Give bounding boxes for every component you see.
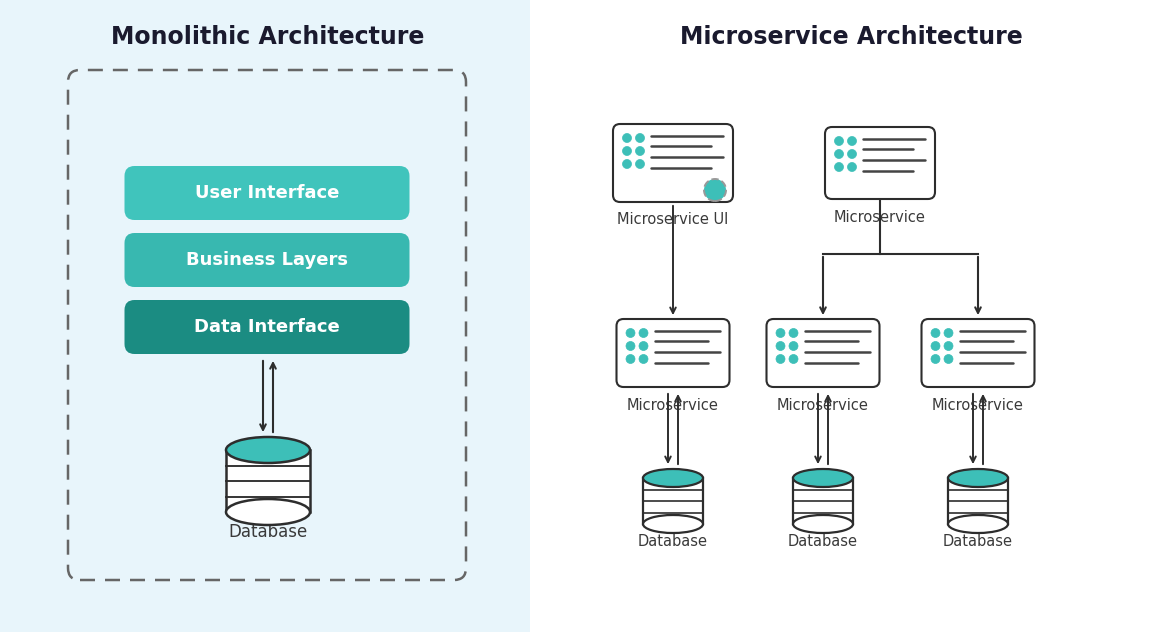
Text: Microservice: Microservice (834, 209, 926, 224)
Text: Microservice UI: Microservice UI (618, 212, 729, 228)
Circle shape (776, 329, 785, 337)
Circle shape (626, 329, 635, 337)
FancyBboxPatch shape (825, 127, 935, 199)
Text: Microservice: Microservice (777, 398, 868, 413)
Circle shape (943, 329, 953, 337)
Circle shape (776, 341, 785, 351)
Text: Business Layers: Business Layers (186, 251, 348, 269)
Circle shape (622, 133, 632, 142)
FancyBboxPatch shape (766, 319, 879, 387)
Circle shape (789, 355, 798, 363)
Circle shape (622, 159, 632, 169)
FancyBboxPatch shape (921, 319, 1035, 387)
Circle shape (622, 147, 632, 155)
Circle shape (639, 329, 648, 337)
Ellipse shape (643, 515, 703, 533)
Circle shape (639, 341, 648, 351)
Ellipse shape (226, 437, 311, 463)
Text: Monolithic Architecture: Monolithic Architecture (111, 25, 424, 49)
Circle shape (943, 355, 953, 363)
Circle shape (635, 133, 645, 142)
Circle shape (704, 179, 725, 201)
Ellipse shape (948, 469, 1008, 487)
Text: Database: Database (638, 535, 708, 549)
Text: Microservice: Microservice (932, 398, 1024, 413)
Circle shape (789, 341, 798, 351)
Circle shape (943, 341, 953, 351)
Bar (0, 0, 530, 632)
Bar (948, 478, 1008, 524)
Bar (226, 450, 311, 512)
Circle shape (639, 355, 648, 363)
Circle shape (834, 137, 844, 145)
Text: Database: Database (943, 535, 1013, 549)
Circle shape (931, 355, 940, 363)
Text: Database: Database (788, 535, 858, 549)
Text: User Interface: User Interface (195, 184, 339, 202)
Circle shape (931, 329, 940, 337)
Circle shape (635, 159, 645, 169)
FancyBboxPatch shape (124, 300, 409, 354)
Ellipse shape (226, 499, 311, 525)
Ellipse shape (643, 469, 703, 487)
Bar (643, 478, 703, 524)
Circle shape (635, 147, 645, 155)
FancyBboxPatch shape (124, 166, 409, 220)
FancyBboxPatch shape (616, 319, 729, 387)
Circle shape (931, 341, 940, 351)
Text: Data Interface: Data Interface (195, 318, 340, 336)
Circle shape (847, 150, 857, 159)
Ellipse shape (948, 515, 1008, 533)
Ellipse shape (793, 515, 853, 533)
Circle shape (789, 329, 798, 337)
FancyBboxPatch shape (613, 124, 732, 202)
Ellipse shape (793, 469, 853, 487)
Circle shape (834, 150, 844, 159)
FancyBboxPatch shape (124, 233, 409, 287)
Text: Microservice: Microservice (627, 398, 718, 413)
Bar (530, 0, 1172, 632)
Text: Microservice Architecture: Microservice Architecture (680, 25, 1022, 49)
Text: Database: Database (229, 523, 307, 541)
Circle shape (847, 137, 857, 145)
Circle shape (626, 355, 635, 363)
Bar (793, 478, 853, 524)
Circle shape (776, 355, 785, 363)
Circle shape (626, 341, 635, 351)
Circle shape (847, 162, 857, 171)
Circle shape (834, 162, 844, 171)
